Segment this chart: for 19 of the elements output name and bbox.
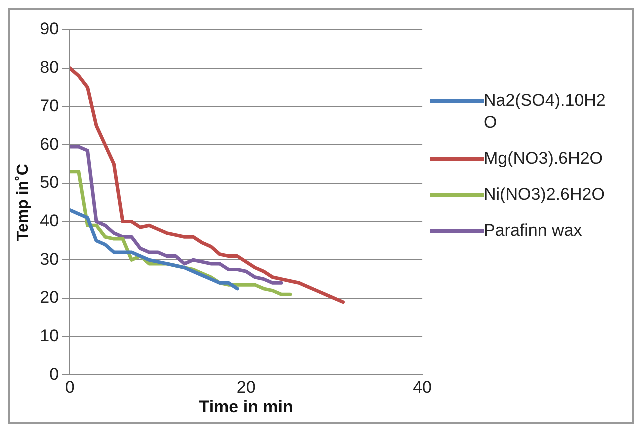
legend-label: Ni(NO3)2.6H2O xyxy=(484,184,606,206)
legend-label: Na2(SO4).10H2O xyxy=(484,90,606,134)
x-axis-title: Time in min xyxy=(199,397,294,416)
x-tick-label: 20 xyxy=(236,378,256,398)
y-tick-label: 50 xyxy=(40,173,60,192)
legend-label: Mg(NO3).6H2O xyxy=(484,148,604,170)
y-tick-label: 0 xyxy=(50,364,60,384)
y-tick-label: 80 xyxy=(40,58,60,78)
y-tick-label: 20 xyxy=(40,288,60,308)
y-tick-label: 70 xyxy=(40,96,60,116)
y-tick-label: 40 xyxy=(40,211,60,230)
legend-label: Parafinn wax xyxy=(484,220,584,242)
y-tick-label: 60 xyxy=(40,134,60,154)
x-tick-label: 40 xyxy=(413,378,432,398)
y-axis-title: Temp in˚C xyxy=(15,164,32,242)
x-tick-label: 0 xyxy=(65,378,75,398)
y-tick-label: 30 xyxy=(40,250,60,269)
y-tick-label: 10 xyxy=(40,326,60,346)
y-tick-label: 90 xyxy=(40,20,60,39)
